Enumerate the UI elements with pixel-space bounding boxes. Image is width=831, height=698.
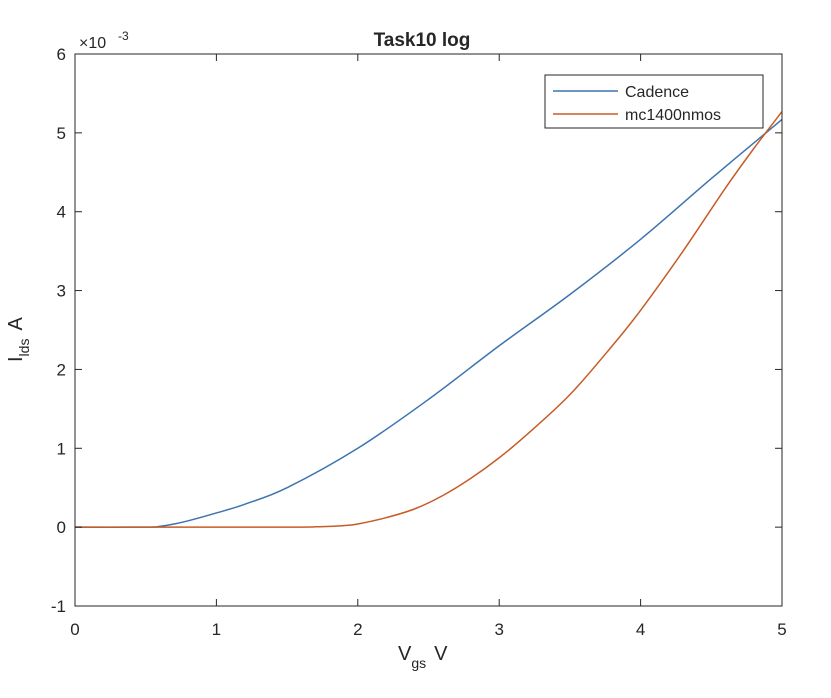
- y-tick-label: 3: [57, 282, 66, 301]
- x-tick-label: 3: [494, 620, 503, 639]
- x-tick-label: 0: [70, 620, 79, 639]
- legend: Cadence mc1400nmos: [544, 74, 764, 129]
- y-tick-label: 0: [57, 518, 66, 537]
- y-tick-label: 1: [57, 439, 66, 458]
- series-line-mc1400nmos: [74, 111, 783, 528]
- x-axis-label: Vgs V: [398, 643, 448, 671]
- y-label-sub: lds: [16, 339, 32, 357]
- y-tick-label: 6: [57, 45, 66, 64]
- y-tick-label: 2: [57, 360, 66, 379]
- plot-area-frame: [74, 53, 783, 607]
- x-label-unit: V: [434, 643, 448, 665]
- x-label-sub: gs: [411, 655, 426, 671]
- y-label-main: I: [5, 356, 27, 362]
- x-tick-label: 4: [636, 620, 645, 639]
- y-axis-label: Ilds A: [5, 317, 32, 362]
- svg-text:IldsA: Ilds A: [5, 317, 32, 362]
- y-label-unit: A: [5, 317, 27, 331]
- y-tick-label: 5: [57, 124, 66, 143]
- legend-box: [544, 74, 764, 129]
- x-label-main: V: [398, 643, 412, 665]
- chart-title: Task10 log: [374, 30, 471, 51]
- legend-label-cadence: Cadence: [625, 84, 689, 101]
- y-exponent-base: ×10: [79, 35, 106, 52]
- x-tick-label: 2: [353, 620, 362, 639]
- x-tick-label: 1: [212, 620, 221, 639]
- x-tick-label: 5: [777, 620, 786, 639]
- y-tick-label: 4: [57, 203, 66, 222]
- x-axis-ticks: 0 1 2 3 4 5: [70, 54, 787, 639]
- series-line-cadence: [74, 118, 783, 528]
- y-exponent-power: -3: [118, 29, 129, 43]
- y-tick-label: -1: [51, 597, 66, 616]
- legend-label-mc1400nmos: mc1400nmos: [625, 107, 721, 124]
- y-axis-ticks: -1 0 1 2 3 4 5 6: [51, 45, 782, 616]
- y-axis-exponent: ×10 -3: [79, 29, 129, 52]
- series-layer: [74, 111, 783, 528]
